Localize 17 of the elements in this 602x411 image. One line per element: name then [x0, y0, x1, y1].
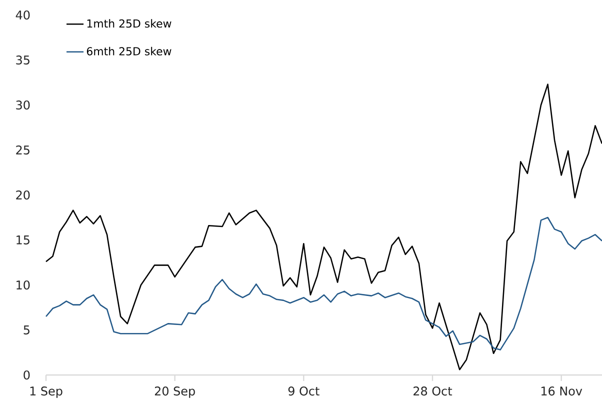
x-tick-label: 20 Sep [154, 386, 195, 398]
y-tick-label: 35 [16, 55, 30, 65]
legend-label: 6mth 25D skew [86, 46, 172, 56]
y-tick-label: 20 [16, 190, 30, 200]
y-tick-label: 15 [16, 236, 30, 244]
y-tick-label: 10 [16, 280, 30, 290]
y-tick-label: 0 [24, 370, 30, 380]
y-tick-label: 30 [16, 100, 30, 110]
x-tick-label: 28 Oct [414, 386, 452, 396]
legend-label: 1mth 25D skew [87, 19, 172, 28]
line-series [45, 84, 602, 370]
y-tick-label: 5 [24, 326, 30, 334]
x-tick-label: 1 Sep [30, 386, 62, 398]
y-tick-label: 25 [16, 145, 30, 155]
y-tick-label: 40 [16, 10, 30, 20]
x-tick-label: 9 Oct [288, 386, 320, 396]
x-tick-label: 16 Nov [541, 386, 582, 396]
